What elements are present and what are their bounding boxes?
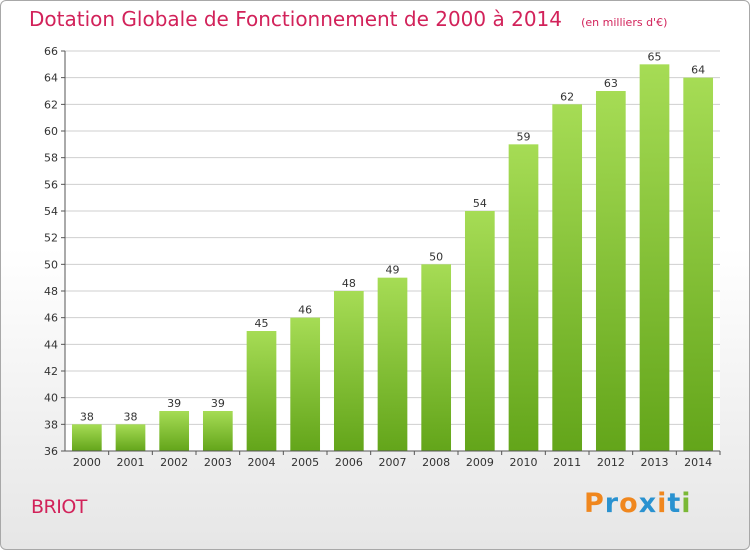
x-tick-label: 2012 xyxy=(597,456,625,469)
data-label: 59 xyxy=(517,130,531,143)
y-tick-label: 58 xyxy=(44,152,58,165)
data-label: 64 xyxy=(691,64,705,77)
y-tick-label: 52 xyxy=(44,232,58,245)
data-label: 46 xyxy=(298,304,312,317)
logo-letter: P xyxy=(584,488,605,519)
logo-letter: i xyxy=(681,488,692,519)
x-tick-label: 2000 xyxy=(73,456,101,469)
x-tick-label: 2007 xyxy=(379,456,407,469)
x-tick-label: 2004 xyxy=(248,456,276,469)
y-tick-label: 40 xyxy=(44,392,58,405)
proxiti-logo[interactable]: Proxiti xyxy=(584,488,692,519)
logo-letter: x xyxy=(638,488,658,519)
y-tick-label: 60 xyxy=(44,125,58,138)
chart-subtitle: (en milliers d'€) xyxy=(581,16,668,29)
logo-letter: r xyxy=(604,488,620,519)
y-tick-label: 64 xyxy=(44,72,58,85)
x-tick-label: 2001 xyxy=(117,456,145,469)
data-label: 54 xyxy=(473,197,487,210)
bar xyxy=(639,64,670,452)
y-tick-label: 36 xyxy=(44,445,58,458)
data-label: 62 xyxy=(560,90,574,103)
x-tick-label: 2006 xyxy=(335,456,363,469)
bar xyxy=(115,424,146,451)
x-tick-label: 2003 xyxy=(204,456,232,469)
data-label: 39 xyxy=(211,397,225,410)
x-tick-label: 2011 xyxy=(553,456,581,469)
chart-title: Dotation Globale de Fonctionnement de 20… xyxy=(29,7,562,31)
bar xyxy=(683,77,714,452)
bar xyxy=(159,411,190,451)
data-label: 63 xyxy=(604,77,618,90)
bar xyxy=(421,264,452,451)
data-label: 50 xyxy=(429,250,443,263)
y-tick-label: 54 xyxy=(44,205,58,218)
y-tick-label: 46 xyxy=(44,312,58,325)
bar xyxy=(377,277,408,451)
logo-letter: t xyxy=(667,488,682,519)
x-tick-label: 2005 xyxy=(291,456,319,469)
title-line: Dotation Globale de Fonctionnement de 20… xyxy=(29,7,667,31)
data-label: 48 xyxy=(342,277,356,290)
x-tick-label: 2002 xyxy=(160,456,188,469)
y-tick-label: 44 xyxy=(44,338,58,351)
data-label: 38 xyxy=(80,410,94,423)
y-tick-label: 62 xyxy=(44,98,58,111)
x-tick-label: 2013 xyxy=(641,456,669,469)
x-tick-label: 2008 xyxy=(422,456,450,469)
data-label: 38 xyxy=(124,410,138,423)
bar xyxy=(508,144,539,452)
y-tick-label: 50 xyxy=(44,258,58,271)
bar xyxy=(333,291,364,451)
x-tick-label: 2009 xyxy=(466,456,494,469)
y-tick-label: 56 xyxy=(44,178,58,191)
bar xyxy=(290,317,321,451)
data-label: 65 xyxy=(648,50,662,63)
y-tick-label: 42 xyxy=(44,365,58,378)
bar xyxy=(595,91,626,451)
commune-name: BRIOT xyxy=(31,496,87,518)
bar xyxy=(246,331,277,451)
y-tick-label: 38 xyxy=(44,418,58,431)
x-tick-label: 2014 xyxy=(684,456,712,469)
data-label: 39 xyxy=(167,397,181,410)
y-tick-label: 48 xyxy=(44,285,58,298)
logo-letter: i xyxy=(657,488,668,519)
logo-letter: o xyxy=(619,488,639,519)
x-tick-label: 2010 xyxy=(510,456,538,469)
bar xyxy=(71,424,102,451)
data-label: 45 xyxy=(255,317,269,330)
data-label: 49 xyxy=(386,264,400,277)
y-tick-label: 66 xyxy=(44,45,58,58)
bar xyxy=(552,104,583,451)
bar xyxy=(202,411,233,451)
bar xyxy=(464,211,495,451)
